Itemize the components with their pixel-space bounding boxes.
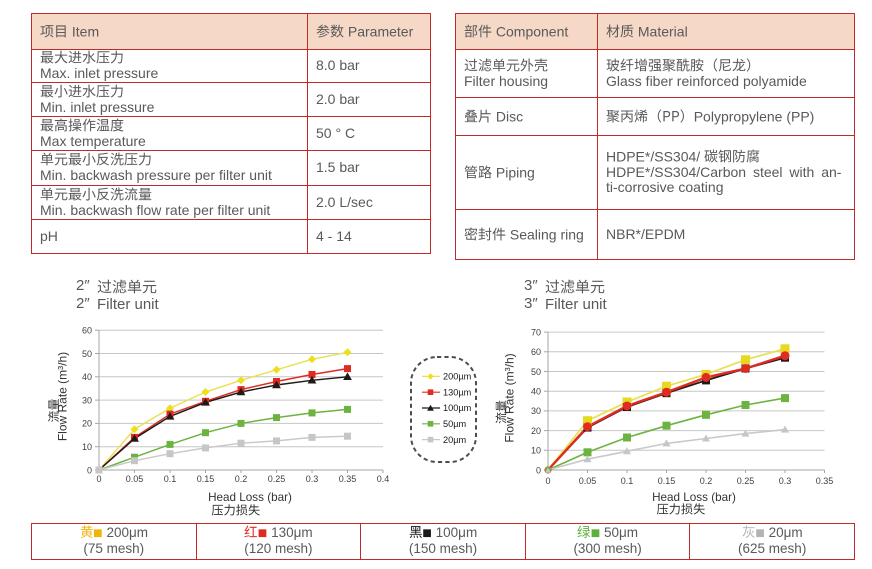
svg-text:40: 40 [82,372,92,382]
svg-text:20: 20 [82,419,92,429]
svg-text:100µm: 100µm [443,403,472,413]
svg-text:0.25: 0.25 [737,476,755,486]
svg-text:50: 50 [531,367,541,377]
svg-text:70: 70 [531,327,541,337]
svg-text:0.05: 0.05 [126,474,144,484]
svg-text:60: 60 [82,326,92,336]
svg-text:Flow Rate (m³/h): Flow Rate (m³/h) [56,352,70,441]
svg-text:0: 0 [536,465,541,475]
svg-text:0.1: 0.1 [164,474,177,484]
svg-text:0.1: 0.1 [621,476,634,486]
svg-text:0.05: 0.05 [579,476,597,486]
svg-text:0.4: 0.4 [377,474,390,484]
svg-text:Head Loss (bar): Head Loss (bar) [652,491,736,504]
svg-text:Flow Rate (m³/h): Flow Rate (m³/h) [503,353,517,442]
svg-text:0.25: 0.25 [268,474,286,484]
svg-text:10: 10 [531,446,541,456]
svg-text:30: 30 [82,395,92,405]
svg-text:50µm: 50µm [443,419,467,429]
svg-text:0: 0 [87,465,92,475]
svg-text:0.3: 0.3 [779,476,792,486]
svg-text:0.2: 0.2 [700,476,713,486]
svg-text:0.15: 0.15 [658,476,676,486]
svg-text:0.2: 0.2 [235,474,248,484]
svg-text:50: 50 [82,349,92,359]
svg-text:0: 0 [545,476,550,486]
svg-text:0.15: 0.15 [197,474,215,484]
svg-text:20: 20 [531,426,541,436]
svg-text:0: 0 [96,474,101,484]
svg-text:0.35: 0.35 [339,474,357,484]
svg-text:0.3: 0.3 [306,474,319,484]
svg-text:10: 10 [82,442,92,452]
svg-text:Head Loss (bar): Head Loss (bar) [208,491,292,504]
svg-text:20µm: 20µm [443,435,467,445]
svg-text:0.35: 0.35 [816,476,834,486]
svg-text:30: 30 [531,406,541,416]
svg-text:60: 60 [531,347,541,357]
svg-text:200µm: 200µm [443,372,472,382]
svg-text:40: 40 [531,387,541,397]
svg-text:130µm: 130µm [443,387,472,397]
